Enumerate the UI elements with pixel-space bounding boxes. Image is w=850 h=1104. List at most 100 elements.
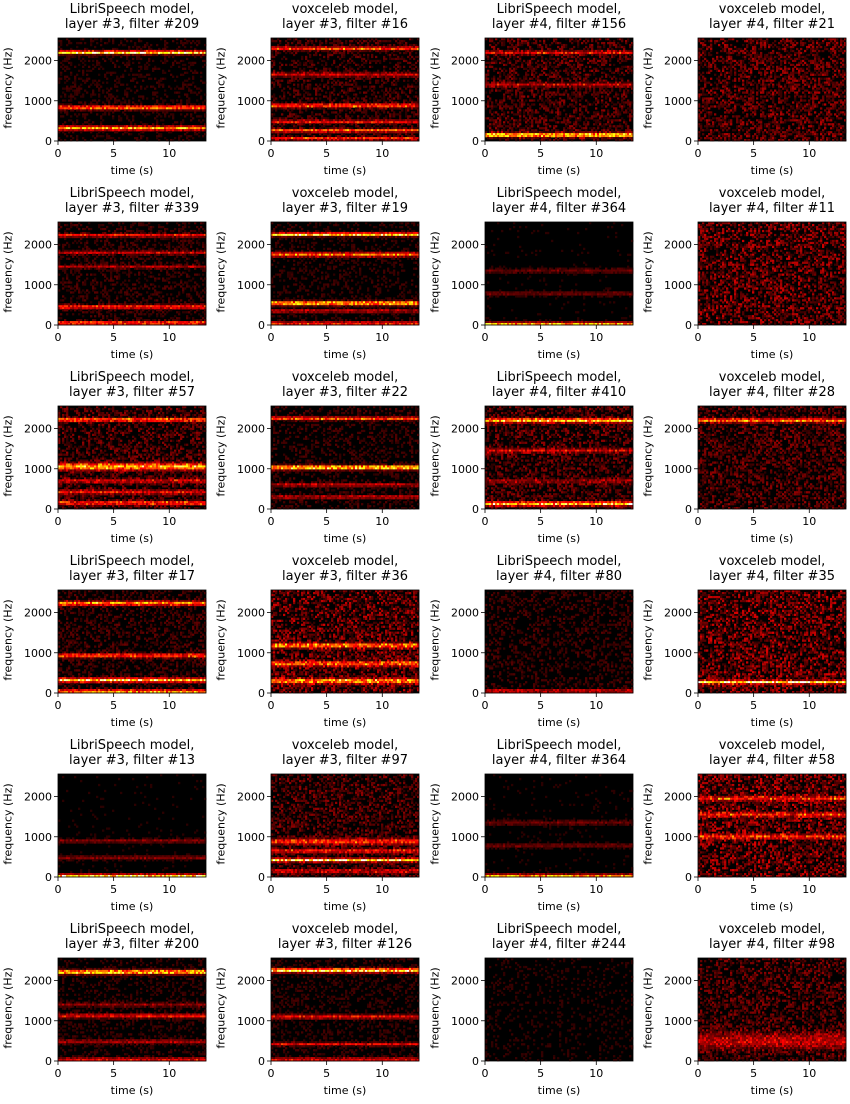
y-tick-label: 0 [685,871,692,884]
x-tick-label: 0 [695,699,702,712]
spectrogram-image [485,590,633,693]
y-tick-label: 2000 [664,791,692,804]
x-tick-label: 5 [323,883,330,896]
x-tick-label: 5 [537,147,544,160]
x-tick-label: 5 [537,699,544,712]
x-tick-label: 5 [750,1067,757,1080]
y-tick-label: 0 [45,871,52,884]
spectrogram-image [485,774,633,877]
y-tick-label: 2000 [664,423,692,436]
x-tick-label: 0 [695,883,702,896]
x-tick-label: 5 [750,515,757,528]
x-tick-label: 0 [268,883,275,896]
y-tick-label: 2000 [451,55,479,68]
y-tick-label: 2000 [237,975,265,988]
spectrogram-image [58,406,206,509]
y-tick-label: 0 [45,1055,52,1068]
y-tick-label: 1000 [664,95,692,108]
x-tick-label: 0 [695,1067,702,1080]
y-tick-label: 0 [45,687,52,700]
y-tick-label: 2000 [237,423,265,436]
y-tick-label: 0 [685,135,692,148]
x-tick-label: 5 [537,331,544,344]
x-tick-label: 0 [268,699,275,712]
y-tick-label: 1000 [664,831,692,844]
x-tick-label: 10 [802,147,816,160]
x-tick-label: 10 [375,1067,389,1080]
x-tick-label: 10 [802,331,816,344]
x-tick-label: 0 [55,883,62,896]
x-tick-label: 0 [482,515,489,528]
y-tick-label: 1000 [24,463,52,476]
y-tick-label: 1000 [24,1015,52,1028]
y-tick-label: 2000 [451,423,479,436]
y-tick-label: 0 [258,319,265,332]
x-tick-label: 0 [55,515,62,528]
y-tick-label: 1000 [24,647,52,660]
x-tick-label: 10 [802,1067,816,1080]
y-tick-label: 1000 [451,95,479,108]
x-tick-label: 10 [589,883,603,896]
x-tick-label: 0 [268,331,275,344]
y-tick-label: 2000 [24,239,52,252]
x-tick-label: 5 [323,331,330,344]
y-tick-label: 1000 [451,463,479,476]
x-tick-label: 5 [750,331,757,344]
y-tick-label: 2000 [24,423,52,436]
x-tick-label: 0 [55,1067,62,1080]
y-tick-label: 1000 [664,647,692,660]
x-tick-label: 5 [750,883,757,896]
y-tick-label: 0 [472,319,479,332]
spectrogram-image [271,38,419,141]
y-tick-label: 2000 [24,55,52,68]
x-tick-label: 10 [375,883,389,896]
y-tick-label: 1000 [24,95,52,108]
y-tick-label: 2000 [451,975,479,988]
spectrogram-image [485,222,633,325]
x-tick-label: 5 [537,515,544,528]
y-tick-label: 0 [685,1055,692,1068]
x-tick-label: 5 [537,883,544,896]
y-tick-label: 1000 [664,1015,692,1028]
x-tick-label: 0 [55,147,62,160]
y-tick-label: 2000 [24,975,52,988]
x-tick-label: 5 [537,1067,544,1080]
y-tick-label: 0 [258,1055,265,1068]
y-tick-label: 0 [258,871,265,884]
y-tick-label: 2000 [237,55,265,68]
spectrogram-image [698,222,846,325]
spectrogram-image [698,958,846,1061]
y-tick-label: 1000 [451,1015,479,1028]
spectrogram-image [271,222,419,325]
y-tick-label: 2000 [24,607,52,620]
y-tick-label: 2000 [24,791,52,804]
x-tick-label: 10 [589,699,603,712]
x-tick-label: 10 [375,515,389,528]
x-tick-label: 0 [55,699,62,712]
x-tick-label: 10 [589,1067,603,1080]
spectrogram-image [485,38,633,141]
x-tick-label: 10 [375,147,389,160]
